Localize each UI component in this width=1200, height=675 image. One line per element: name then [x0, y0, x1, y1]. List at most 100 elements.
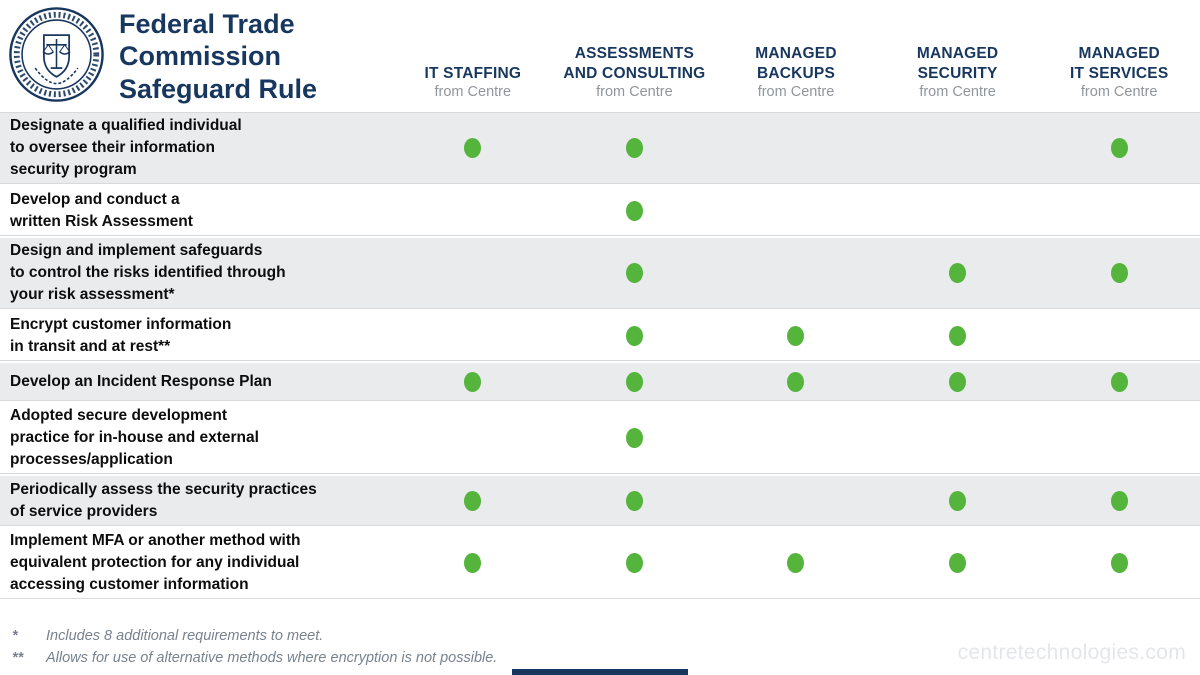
coverage-dot-icon [464, 553, 482, 573]
coverage-cell-backups [715, 113, 877, 183]
requirement-label: Develop and conduct a written Risk Assess… [10, 190, 193, 230]
coverage-cell-security [877, 528, 1039, 598]
coverage-dot-icon [625, 371, 643, 392]
coverage-dot-icon [787, 371, 805, 392]
table-row: Periodically assess the security practic… [0, 476, 1200, 526]
table-row: Encrypt customer information in transit a… [0, 311, 1200, 361]
coverage-dot-icon [464, 490, 482, 511]
coverage-dot-icon [625, 553, 643, 573]
coverage-dot-icon [1110, 490, 1128, 511]
website-watermark: centretechnologies.com [957, 641, 1186, 664]
page-title-line: Safeguard Rule [119, 73, 318, 104]
column-name: MANAGED SECURITY [916, 45, 999, 82]
column-name: MANAGED IT SERVICES [1070, 45, 1169, 82]
coverage-dot-icon [949, 553, 967, 573]
coverage-cell-backups [715, 238, 877, 308]
requirement-label: Designate a qualified individual to overs… [10, 117, 242, 178]
column-header-it-services: MANAGED IT SERVICES from Centre [1038, 0, 1200, 112]
coverage-dot-icon [625, 428, 643, 448]
table-row: Develop an Incident Response Plan [0, 363, 1200, 401]
requirement-label: Adopted secure development practice for i… [10, 407, 259, 468]
coverage-cell-it-staffing [392, 238, 554, 308]
coverage-cell-assessments [554, 363, 716, 400]
requirement-label: Encrypt customer information in transit a… [10, 315, 232, 355]
coverage-dot-icon [625, 263, 643, 283]
page-title: Federal Trade Commission Safeguard Rule [119, 8, 317, 105]
requirements-table: Designate a qualified individual to overs… [0, 112, 1200, 599]
bottom-accent-bar [512, 669, 688, 675]
coverage-dot-icon [949, 490, 967, 511]
coverage-cell-security [877, 363, 1039, 400]
coverage-cell-it-staffing [392, 311, 554, 360]
coverage-cell-assessments [554, 476, 716, 525]
coverage-cell-security [877, 238, 1039, 308]
table-row: Adopted secure development practice for i… [0, 403, 1200, 474]
coverage-cell-backups [715, 186, 877, 235]
column-header-security: MANAGED SECURITY from Centre [877, 0, 1039, 112]
coverage-cell-security [877, 403, 1039, 473]
coverage-dot-icon [1110, 371, 1128, 392]
coverage-dot-icon [464, 138, 482, 158]
coverage-cell-it-services [1038, 528, 1200, 598]
footnote: ** Allows for use of alternative methods… [12, 648, 497, 670]
coverage-cell-backups [715, 528, 877, 598]
coverage-cell-assessments [554, 186, 716, 235]
footnotes: * Includes 8 additional requirements to … [12, 626, 497, 670]
table-row: Develop and conduct a written Risk Assess… [0, 186, 1200, 236]
coverage-dot-icon [1110, 553, 1128, 573]
column-header-it-staffing: IT STAFFING from Centre [392, 0, 554, 112]
coverage-cell-it-services [1038, 311, 1200, 360]
coverage-dot-icon [1110, 138, 1128, 158]
coverage-cell-backups [715, 363, 877, 400]
coverage-cell-backups [715, 311, 877, 360]
header: Federal Trade Commission Safeguard Rule … [0, 0, 1200, 112]
coverage-cell-security [877, 476, 1039, 525]
table-row: Design and implement safeguards to contro… [0, 238, 1200, 309]
requirement-label: Implement MFA or another method with equi… [10, 532, 301, 593]
coverage-cell-security [877, 311, 1039, 360]
column-name: IT STAFFING [424, 64, 522, 82]
page-title-line: Commission [119, 41, 282, 72]
coverage-dot-icon [949, 263, 967, 283]
footnote-marker: ** [12, 649, 24, 666]
page-title-line: Federal Trade [119, 9, 295, 39]
table-row: Designate a qualified individual to overs… [0, 113, 1200, 184]
column-header-assessments: ASSESSMENTS AND CONSULTING from Centre [554, 0, 716, 112]
coverage-cell-it-services [1038, 186, 1200, 235]
column-name: MANAGED BACKUPS [755, 45, 837, 82]
brand-block: Federal Trade Commission Safeguard Rule [0, 0, 392, 112]
coverage-dot-icon [949, 371, 967, 392]
requirement-label: Design and implement safeguards to contro… [10, 242, 286, 303]
coverage-cell-assessments [554, 528, 716, 598]
coverage-dot-icon [464, 371, 482, 392]
coverage-cell-it-staffing [392, 528, 554, 598]
footnote: * Includes 8 additional requirements to … [12, 626, 497, 648]
coverage-cell-it-staffing [392, 363, 554, 400]
coverage-cell-assessments [554, 403, 716, 473]
coverage-cell-security [877, 113, 1039, 183]
coverage-dot-icon [1110, 263, 1128, 283]
coverage-dot-icon [625, 138, 643, 158]
coverage-cell-assessments [554, 238, 716, 308]
footnote-marker: * [12, 628, 18, 644]
coverage-cell-it-staffing [392, 186, 554, 235]
coverage-cell-assessments [554, 113, 716, 183]
ftc-seal-icon [8, 6, 105, 103]
coverage-cell-backups [715, 476, 877, 525]
requirement-label: Develop an Incident Response Plan [10, 372, 272, 390]
coverage-cell-security [877, 186, 1039, 235]
coverage-dot-icon [625, 490, 643, 511]
coverage-cell-it-services [1038, 403, 1200, 473]
coverage-cell-it-services [1038, 363, 1200, 400]
column-subtitle: from Centre [434, 84, 512, 100]
table-row: Implement MFA or another method with equi… [0, 528, 1200, 599]
coverage-dot-icon [787, 325, 805, 346]
column-subtitle: from Centre [1080, 84, 1158, 100]
coverage-cell-it-services [1038, 476, 1200, 525]
column-subtitle: from Centre [596, 84, 673, 100]
footnote-text: Allows for use of alternative methods wh… [46, 649, 498, 666]
coverage-cell-it-staffing [392, 113, 554, 183]
coverage-dot-icon [787, 553, 805, 573]
coverage-cell-backups [715, 403, 877, 473]
